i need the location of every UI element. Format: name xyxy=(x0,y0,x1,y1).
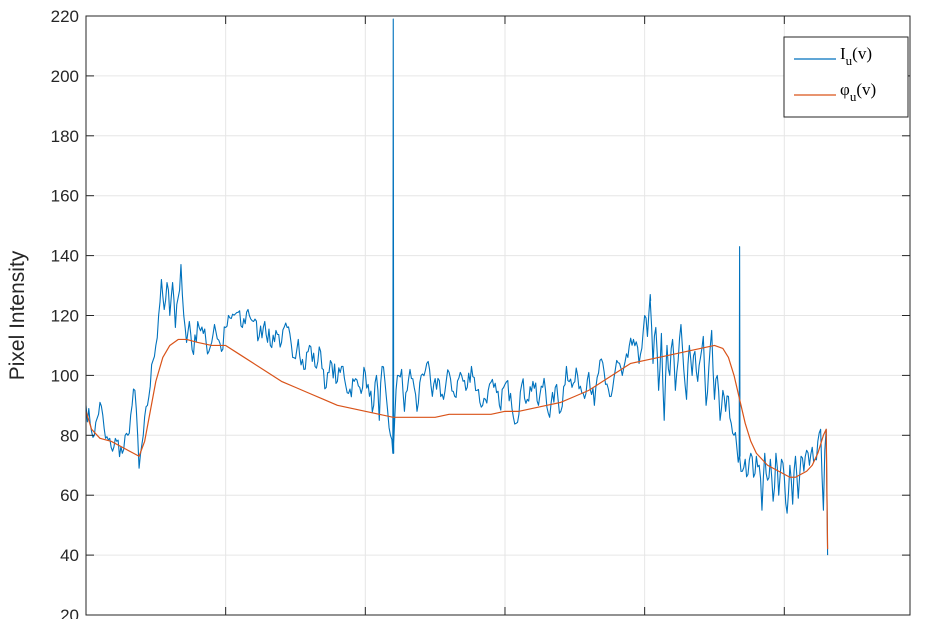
series-line-I-u xyxy=(85,18,829,556)
y-tick-labels: 20 40 60 80 100 120 140 160 180 200 220 xyxy=(51,7,79,619)
series-layer xyxy=(85,18,829,556)
legend-entry: φu(v) xyxy=(840,80,876,104)
legend-entry: Iu(v) xyxy=(840,44,872,68)
legend: Iu(v) φu(v) xyxy=(783,36,909,118)
y-axis-label: Pixel Intensity xyxy=(6,250,29,380)
y-tick-label: 120 xyxy=(51,307,79,326)
y-tick-label: 40 xyxy=(60,546,79,565)
y-tick-label: 80 xyxy=(60,426,79,445)
y-tick-label: 20 xyxy=(60,606,79,619)
series-line-phi-u xyxy=(85,338,829,550)
y-tick-label: 160 xyxy=(51,187,79,206)
y-tick-label: 200 xyxy=(51,67,79,86)
y-tick-label: 140 xyxy=(51,247,79,266)
y-tick-label: 180 xyxy=(51,127,79,146)
legend-box xyxy=(783,36,909,118)
tick-marks xyxy=(86,15,910,616)
y-tick-label: 100 xyxy=(51,366,79,385)
y-tick-label: 60 xyxy=(60,486,79,505)
y-tick-label: 220 xyxy=(51,7,79,26)
